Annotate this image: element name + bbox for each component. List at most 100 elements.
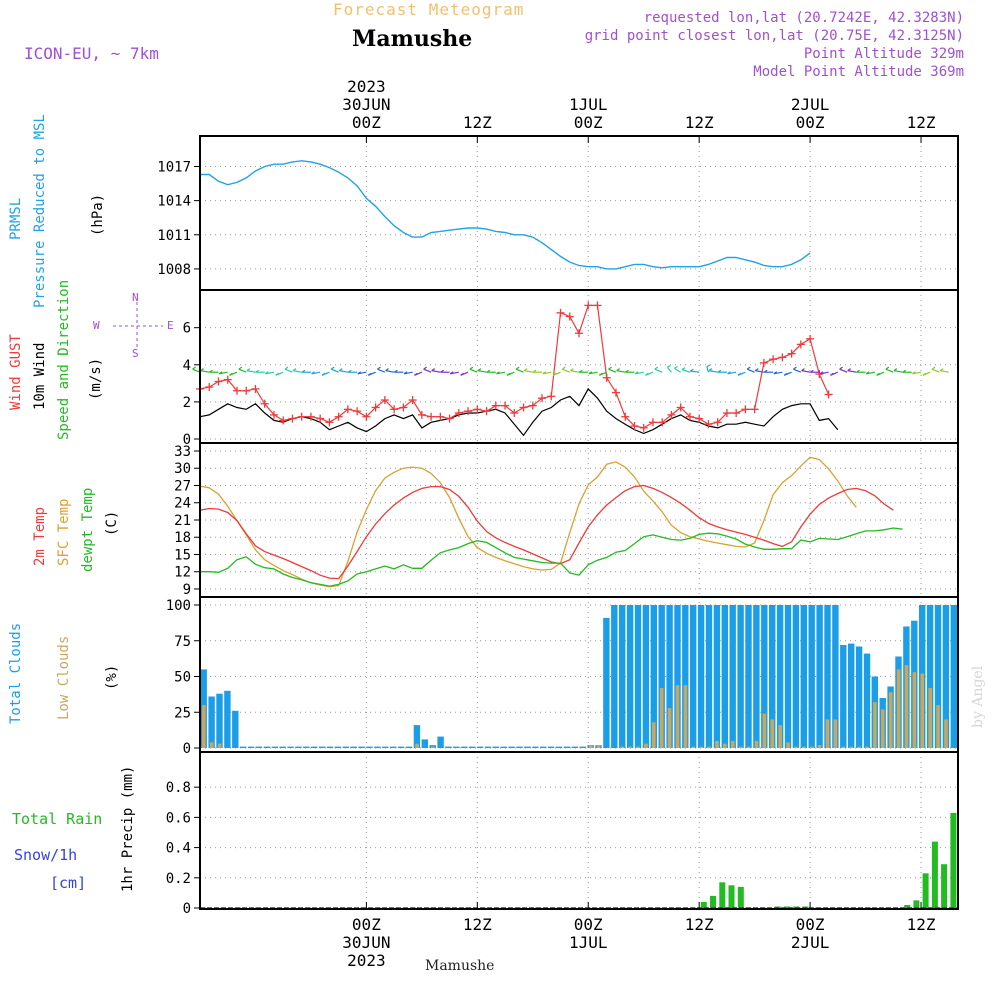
total-cloud-bar: [753, 605, 760, 748]
total-cloud-bar: [832, 605, 839, 748]
y-tick-label: 15: [174, 547, 191, 563]
wind-direction-arrow: [667, 364, 671, 368]
wind-direction-arrow: [793, 366, 797, 370]
bottom-time-label: 12Z: [463, 915, 492, 934]
compass-s: S: [132, 347, 139, 360]
wind-direction-arrow: [460, 372, 464, 376]
low-cloud-bar: [865, 746, 869, 748]
total-cloud-bar: [232, 710, 239, 748]
wind-direction-arrow: [645, 372, 649, 376]
total-cloud-bar: [579, 746, 586, 748]
total-cloud-bar: [484, 746, 492, 748]
wind-direction-arrow: [523, 368, 528, 372]
total-cloud-bar: [737, 605, 744, 748]
low-cloud-bar: [209, 742, 214, 748]
wind-direction-arrow: [431, 368, 436, 372]
wind-direction-arrow: [275, 372, 280, 376]
wind-direction-arrow: [192, 368, 201, 373]
rain-bar: [784, 906, 790, 908]
wind-direction-arrow: [681, 369, 691, 373]
total-cloud-bar: [855, 646, 863, 748]
total-cloud-bar: [808, 605, 815, 748]
rain-bar: [950, 812, 957, 908]
wind-direction-arrow: [690, 370, 700, 373]
y-tick-label: 0: [183, 741, 191, 757]
bottom-time-label: 1JUL: [569, 933, 608, 952]
wind-direction-arrow: [192, 366, 196, 370]
y-tick-label: 4: [183, 358, 191, 374]
total-cloud-bar: [216, 693, 223, 748]
wind-direction-arrow: [423, 366, 428, 370]
wind-direction-arrow: [763, 369, 768, 373]
total-cloud-bar: [303, 746, 310, 748]
total-cloud-bar: [311, 746, 318, 748]
y-tick-label: 33: [174, 444, 191, 460]
total-cloud-bar: [563, 746, 571, 748]
wind-direction-arrow: [292, 368, 297, 372]
wind-direction-arrow: [469, 366, 474, 370]
wind-direction-arrow: [912, 371, 916, 375]
total-cloud-bar: [666, 605, 673, 748]
total-cloud-bar: [263, 746, 271, 748]
total-cloud-bar: [863, 653, 871, 748]
point-altitude: Point Altitude 329m: [803, 46, 964, 62]
wind-direction-arrow: [238, 368, 247, 373]
total-cloud-bar: [437, 736, 444, 748]
bottom-time-label: 12Z: [685, 915, 714, 934]
total-cloud-bar: [405, 746, 413, 748]
location-title: Mamushe: [352, 26, 473, 52]
wind-direction-arrow: [674, 365, 678, 369]
requested-coords: requested lon,lat (20.7242E, 42.3283N): [643, 10, 964, 26]
low-cloud-bar: [723, 743, 727, 748]
wind-direction-arrow: [238, 366, 243, 370]
wind-direction-arrow: [793, 368, 802, 373]
y-tick-label: 27: [174, 478, 191, 494]
total-cloud-bar: [926, 605, 934, 748]
wind-direction-arrow: [301, 369, 306, 373]
panel-frame: [199, 751, 959, 910]
wind-direction-arrow: [394, 369, 398, 373]
bottom-time-label: 00Z: [574, 915, 603, 934]
total-cloud-bar: [334, 746, 342, 748]
product-title: Forecast Meteogram: [333, 0, 525, 19]
total-cloud-bar: [374, 746, 381, 748]
low-cloud-bar: [936, 705, 940, 748]
wind-direction-arrow: [486, 369, 491, 373]
wind-direction-arrow: [570, 368, 574, 372]
wind-direction-arrow: [515, 366, 520, 370]
wind-direction-arrow: [562, 368, 570, 373]
top-time-label: 2JUL: [791, 95, 830, 114]
compass-n: N: [132, 291, 139, 304]
wind-direction-arrow: [377, 366, 381, 370]
total-cloud-bar: [366, 746, 373, 748]
snow-unit-label: [cm]: [50, 874, 87, 892]
y-tick-label: 12: [174, 565, 191, 581]
total-cloud-bar: [555, 746, 563, 748]
y-tick-label: 50: [174, 670, 191, 686]
wind-direction-arrow: [477, 370, 487, 373]
low-cloud-bar: [849, 746, 853, 748]
low-cloud-bar: [754, 740, 759, 748]
total-cloud-bar: [429, 745, 436, 748]
wind-direction-arrow: [339, 370, 349, 373]
total-cloud-bar: [271, 746, 278, 748]
total-cloud-bar: [540, 746, 547, 748]
wind-direction-arrow: [616, 368, 620, 372]
bottom-time-label: 00Z: [352, 915, 381, 934]
y-tick-label: 24: [174, 496, 191, 512]
wind-direction-arrow: [839, 366, 843, 370]
y-tick-label: 0.6: [166, 810, 191, 826]
wind-direction-arrow: [311, 371, 315, 375]
total-cloud-bar: [476, 746, 484, 748]
y-tick-label: 0: [183, 901, 191, 917]
low-cloud-bar: [659, 687, 664, 748]
total-cloud-bar: [516, 746, 523, 748]
low-cloud-bar: [667, 708, 672, 748]
total-cloud-bar: [816, 605, 823, 748]
low-cloud-bar: [802, 746, 806, 748]
wind-direction-arrow: [717, 369, 722, 373]
total-cloud-bar: [397, 746, 405, 748]
low-cloud-bar: [896, 669, 901, 748]
low-cloud-bar: [928, 687, 932, 748]
wind-direction-arrow: [385, 370, 395, 373]
